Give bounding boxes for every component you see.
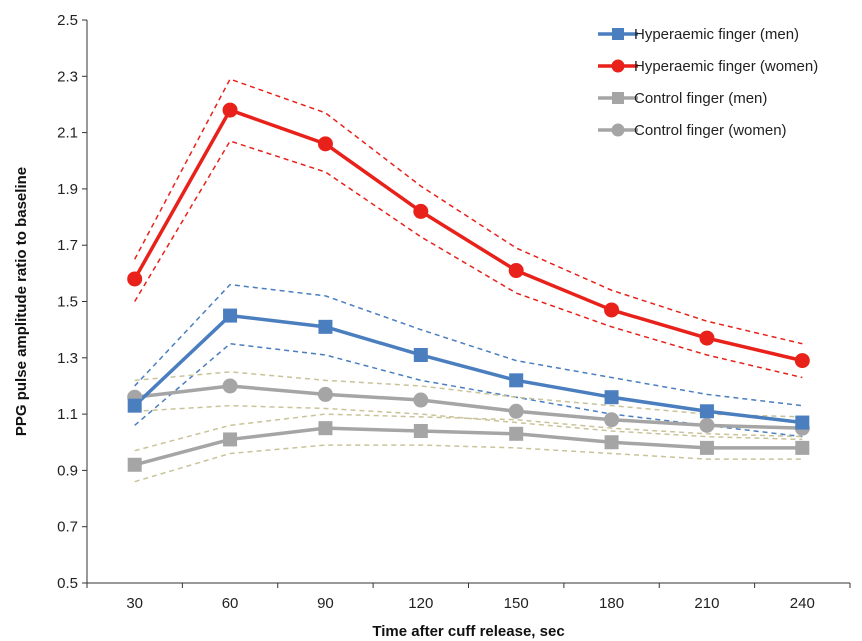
y-tick-label: 0.9 xyxy=(57,462,78,479)
x-tick-label: 90 xyxy=(317,595,334,612)
y-tick-label: 1.3 xyxy=(57,350,78,367)
y-axis-title: PPG pulse amplitude ratio to baseline xyxy=(13,167,30,436)
series-2-lower-band xyxy=(134,444,803,483)
series-3-point xyxy=(413,392,429,408)
series-2-point xyxy=(795,440,810,455)
legend: Hyperaemic finger (men) Hyperaemic finger… xyxy=(598,26,818,139)
y-tick-label: 0.5 xyxy=(57,575,78,592)
series-1-point xyxy=(508,263,524,279)
series-2-point xyxy=(604,435,619,450)
series-2-point xyxy=(699,440,714,455)
legend-label: Control finger (men) xyxy=(634,90,767,107)
y-tick-label: 2.5 xyxy=(57,12,78,29)
series-3-point xyxy=(317,386,333,402)
x-tick-label: 180 xyxy=(599,595,624,612)
series-1-point xyxy=(794,353,810,369)
series-0-point xyxy=(318,319,333,334)
y-tick-label: 1.5 xyxy=(57,294,78,311)
series-2-point xyxy=(318,421,333,436)
series-1-point xyxy=(699,330,715,346)
legend-marker xyxy=(612,28,624,40)
series-0-point xyxy=(413,347,428,362)
legend-marker xyxy=(611,59,625,73)
series-0-point xyxy=(509,373,524,388)
series-lines xyxy=(133,108,803,467)
x-tick-label: 240 xyxy=(790,595,815,612)
x-tick-label: 30 xyxy=(126,595,143,612)
series-2-line xyxy=(134,426,803,467)
series-2-point xyxy=(127,457,142,472)
x-tick-label: 150 xyxy=(504,595,529,612)
x-tick-label: 210 xyxy=(694,595,719,612)
series-0-point xyxy=(127,398,142,413)
legend-label: Hyperaemic finger (women) xyxy=(634,58,818,75)
series-1-point xyxy=(222,102,238,118)
y-axis-ticks: 0.5 0.7 0.9 1.1 1.3 1.5 1.7 1.9 2.1 2.3 2.5 xyxy=(57,12,87,592)
series-markers xyxy=(127,102,810,472)
y-tick-label: 2.1 xyxy=(57,125,78,142)
x-tick-label: 60 xyxy=(222,595,239,612)
x-tick-label: 120 xyxy=(408,595,433,612)
y-tick-label: 2.3 xyxy=(57,68,78,85)
series-0-point xyxy=(604,390,619,405)
series-3-line xyxy=(134,384,803,430)
x-axis-title: Time after cuff release, sec xyxy=(372,623,564,640)
legend-marker xyxy=(612,92,624,104)
series-3-point xyxy=(508,403,524,419)
series-1-point xyxy=(317,136,333,152)
series-3-lower-band xyxy=(134,404,803,441)
series-2-point xyxy=(509,426,524,441)
legend-label: Control finger (women) xyxy=(634,122,787,139)
series-0-line xyxy=(133,313,803,425)
series-1-lower-band xyxy=(134,140,803,379)
series-3-point xyxy=(604,412,620,428)
series-3-point xyxy=(222,378,238,394)
y-tick-label: 1.9 xyxy=(57,181,78,198)
series-3-point xyxy=(699,417,715,433)
series-0-upper-band xyxy=(134,283,803,407)
series-1-line xyxy=(133,108,803,363)
series-2-point xyxy=(413,423,428,438)
series-1-upper-band xyxy=(134,78,803,345)
series-0-point xyxy=(223,308,238,323)
y-tick-label: 0.7 xyxy=(57,519,78,536)
series-2-point xyxy=(223,432,238,447)
series-1-point xyxy=(604,302,620,318)
axes: 0.5 0.7 0.9 1.1 1.3 1.5 1.7 1.9 2.1 2.3 2.5 30 60 90… xyxy=(57,12,851,612)
series-3-upper-band xyxy=(134,371,803,418)
series-0-point xyxy=(795,415,810,430)
y-tick-label: 1.1 xyxy=(57,406,78,423)
legend-label: Hyperaemic finger (men) xyxy=(634,26,799,43)
legend-marker xyxy=(611,123,625,137)
series-1-point xyxy=(127,271,143,287)
x-axis-ticks: 30 60 90 120 150 180 210 240 xyxy=(86,583,851,612)
series-1-point xyxy=(413,203,429,219)
y-tick-label: 1.7 xyxy=(57,237,78,254)
series-0-point xyxy=(699,404,714,419)
